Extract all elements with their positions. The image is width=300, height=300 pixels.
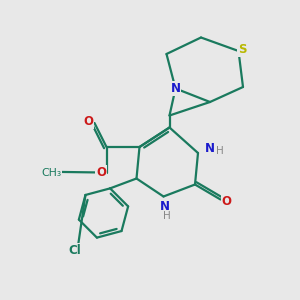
Text: N: N — [160, 200, 170, 214]
Text: CH₃: CH₃ — [41, 167, 61, 178]
Text: O: O — [221, 195, 232, 208]
Text: H: H — [216, 146, 224, 156]
Text: Cl: Cl — [69, 244, 81, 257]
Text: O: O — [96, 166, 106, 179]
Text: S: S — [238, 43, 246, 56]
Text: O: O — [83, 115, 94, 128]
Text: H: H — [163, 211, 170, 221]
Text: N: N — [204, 142, 214, 155]
Text: N: N — [170, 82, 181, 95]
